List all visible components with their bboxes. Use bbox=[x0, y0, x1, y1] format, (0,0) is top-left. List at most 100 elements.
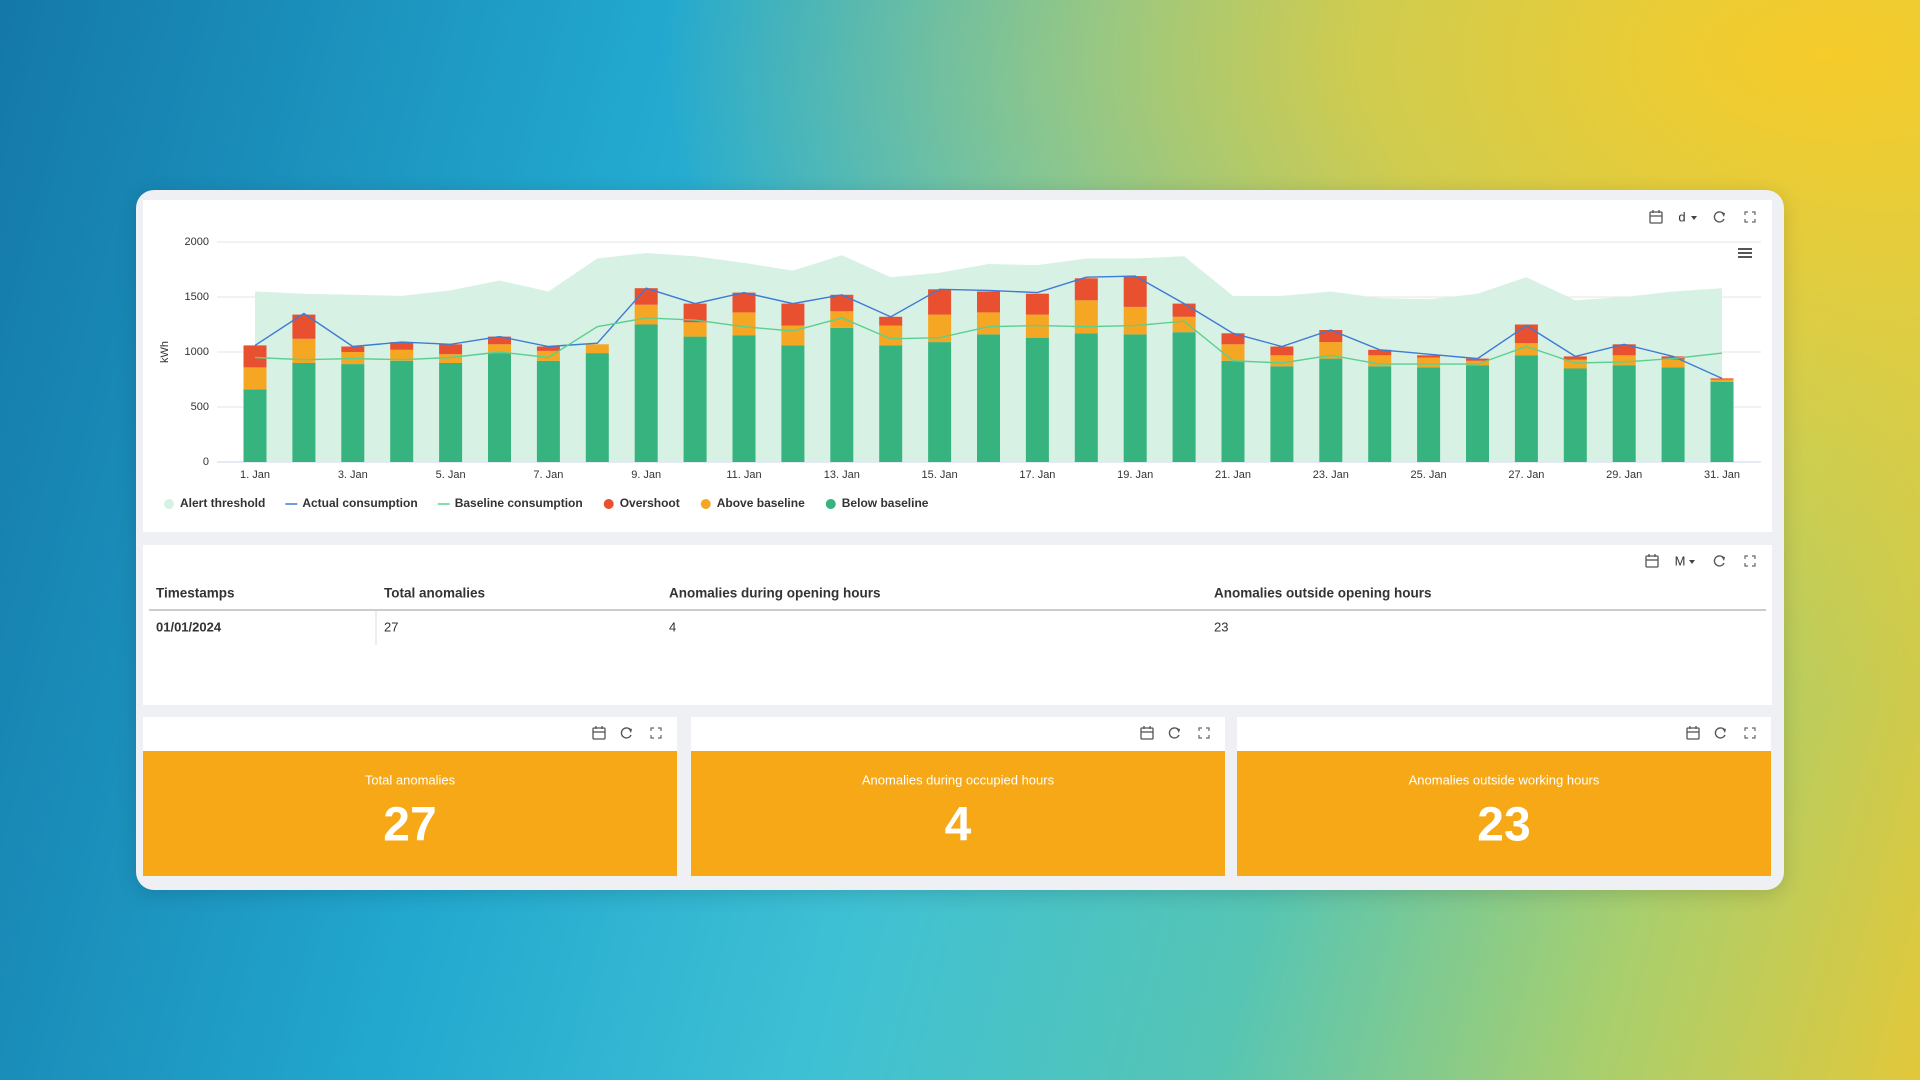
kpi-background bbox=[691, 751, 1225, 876]
x-tick-label: 21. Jan bbox=[1215, 469, 1251, 481]
table: M Timestamps Total anomalies Anomalies duri… bbox=[149, 553, 1766, 645]
kpi-value: 27 bbox=[383, 799, 436, 852]
kpi-svg: Anomalies outside working hours 23 bbox=[1237, 726, 1771, 876]
bar-segment bbox=[1710, 379, 1734, 382]
bar-segment bbox=[1661, 367, 1685, 462]
bar-segment bbox=[341, 364, 365, 462]
interval-dropdown[interactable]: d bbox=[1678, 209, 1697, 224]
kpi-background bbox=[143, 751, 677, 876]
bar-segment bbox=[439, 344, 463, 355]
bar-segment bbox=[1025, 337, 1049, 462]
bar-segment bbox=[879, 316, 903, 326]
refresh-button[interactable] bbox=[1713, 211, 1725, 223]
y-axis-label: kWh bbox=[159, 341, 171, 363]
fullscreen-button[interactable] bbox=[1744, 555, 1756, 567]
bar-segment bbox=[732, 335, 756, 462]
bar-segment bbox=[488, 353, 511, 462]
bar-segment bbox=[1172, 332, 1196, 462]
legend-label: Below baseline bbox=[842, 496, 929, 510]
bar-segment bbox=[1172, 316, 1196, 333]
x-tick-label: 25. Jan bbox=[1411, 469, 1447, 481]
bar-segment bbox=[1221, 360, 1245, 462]
date-picker-button[interactable] bbox=[1686, 726, 1700, 740]
fullscreen-button[interactable] bbox=[1744, 727, 1756, 739]
date-picker-button[interactable] bbox=[592, 726, 606, 740]
bar-segment bbox=[536, 346, 560, 351]
kpi-title: Total anomalies bbox=[365, 772, 456, 787]
bar-segment bbox=[977, 334, 1000, 462]
table-header: Timestamps bbox=[156, 586, 235, 601]
bar-segment bbox=[1368, 366, 1392, 462]
y-tick-label: 1000 bbox=[185, 346, 209, 358]
x-tick-label: 29. Jan bbox=[1606, 469, 1642, 481]
bar-segment bbox=[1514, 343, 1538, 356]
bar-segment bbox=[536, 360, 560, 462]
bar-segment bbox=[1074, 333, 1098, 462]
x-tick-label: 9. Jan bbox=[631, 469, 661, 481]
chart: kWh d 0 500 1000 1500 2000 1. Jan 3. Jan 5. Jan 7… bbox=[159, 209, 1761, 510]
kpi-value: 4 bbox=[945, 799, 972, 852]
chart-panel: kWh d 0 500 1000 1500 2000 1. Jan 3. Jan 5. Jan 7… bbox=[143, 200, 1772, 532]
bar-segment bbox=[683, 336, 707, 462]
bar-segment bbox=[243, 345, 267, 368]
bar-segment bbox=[830, 327, 854, 462]
interval-label: M bbox=[1675, 553, 1686, 568]
bar-segment bbox=[928, 289, 952, 315]
kpi-svg: Total anomalies 27 bbox=[143, 726, 677, 876]
legend-symbol bbox=[700, 499, 711, 509]
table-cell: 01/01/2024 bbox=[156, 619, 222, 634]
table-header: Anomalies outside opening hours bbox=[1214, 586, 1432, 601]
x-tick-label: 15. Jan bbox=[922, 469, 958, 481]
bar-segment bbox=[390, 360, 414, 462]
bar-segment bbox=[732, 312, 756, 336]
legend-item[interactable]: Actual consumption bbox=[285, 496, 418, 510]
refresh-button[interactable] bbox=[1168, 727, 1180, 739]
fullscreen-button[interactable] bbox=[1744, 211, 1756, 223]
x-tick-label: 7. Jan bbox=[533, 469, 563, 481]
bar-segment bbox=[1466, 358, 1489, 361]
bar-segment bbox=[977, 291, 1000, 313]
bar-segment bbox=[1123, 334, 1147, 462]
interval-dropdown[interactable]: M bbox=[1675, 553, 1695, 568]
legend-item[interactable]: Overshoot bbox=[603, 496, 680, 510]
chart-menu[interactable] bbox=[1737, 245, 1753, 261]
bar-segment bbox=[1466, 360, 1489, 366]
bar-segment bbox=[243, 389, 267, 462]
legend-label: Overshoot bbox=[620, 496, 680, 510]
date-picker-button[interactable] bbox=[1649, 210, 1663, 224]
refresh-button[interactable] bbox=[620, 727, 632, 739]
refresh-button[interactable] bbox=[1713, 555, 1725, 567]
kpi-panel: Total anomalies 27 bbox=[143, 717, 677, 876]
bar-segment bbox=[1221, 333, 1245, 345]
table-header: Anomalies during opening hours bbox=[669, 586, 881, 601]
bar-segment bbox=[1563, 368, 1587, 462]
legend-symbol bbox=[825, 499, 836, 509]
bar-segment bbox=[1368, 349, 1392, 356]
bar-segment bbox=[1612, 365, 1636, 462]
refresh-button[interactable] bbox=[1714, 727, 1726, 739]
legend-symbol bbox=[164, 499, 174, 509]
bar-segment bbox=[1612, 344, 1636, 356]
bar-segment bbox=[1514, 324, 1538, 344]
legend-item[interactable]: Alert threshold bbox=[164, 496, 265, 510]
bar-segment bbox=[585, 353, 609, 462]
fullscreen-button[interactable] bbox=[1198, 727, 1210, 739]
legend-label: Alert threshold bbox=[180, 496, 265, 510]
bar-segment bbox=[1417, 355, 1441, 358]
kpi-background bbox=[1237, 751, 1771, 876]
fullscreen-button[interactable] bbox=[650, 727, 662, 739]
bar-segment bbox=[1563, 359, 1587, 369]
bar-segment bbox=[390, 349, 414, 361]
legend-label: Actual consumption bbox=[302, 496, 417, 510]
legend-item[interactable]: Below baseline bbox=[825, 496, 929, 510]
legend-item[interactable]: Above baseline bbox=[700, 496, 805, 510]
bar-segment bbox=[830, 311, 854, 328]
legend-label: Baseline consumption bbox=[455, 496, 583, 510]
legend-item[interactable]: Baseline consumption bbox=[437, 496, 583, 510]
y-tick-label: 2000 bbox=[185, 236, 209, 248]
bar-segment bbox=[1221, 344, 1245, 361]
date-picker-button[interactable] bbox=[1140, 726, 1154, 740]
date-picker-button[interactable] bbox=[1645, 554, 1659, 568]
bar-segment bbox=[1368, 355, 1392, 367]
bar-segment bbox=[585, 344, 609, 354]
